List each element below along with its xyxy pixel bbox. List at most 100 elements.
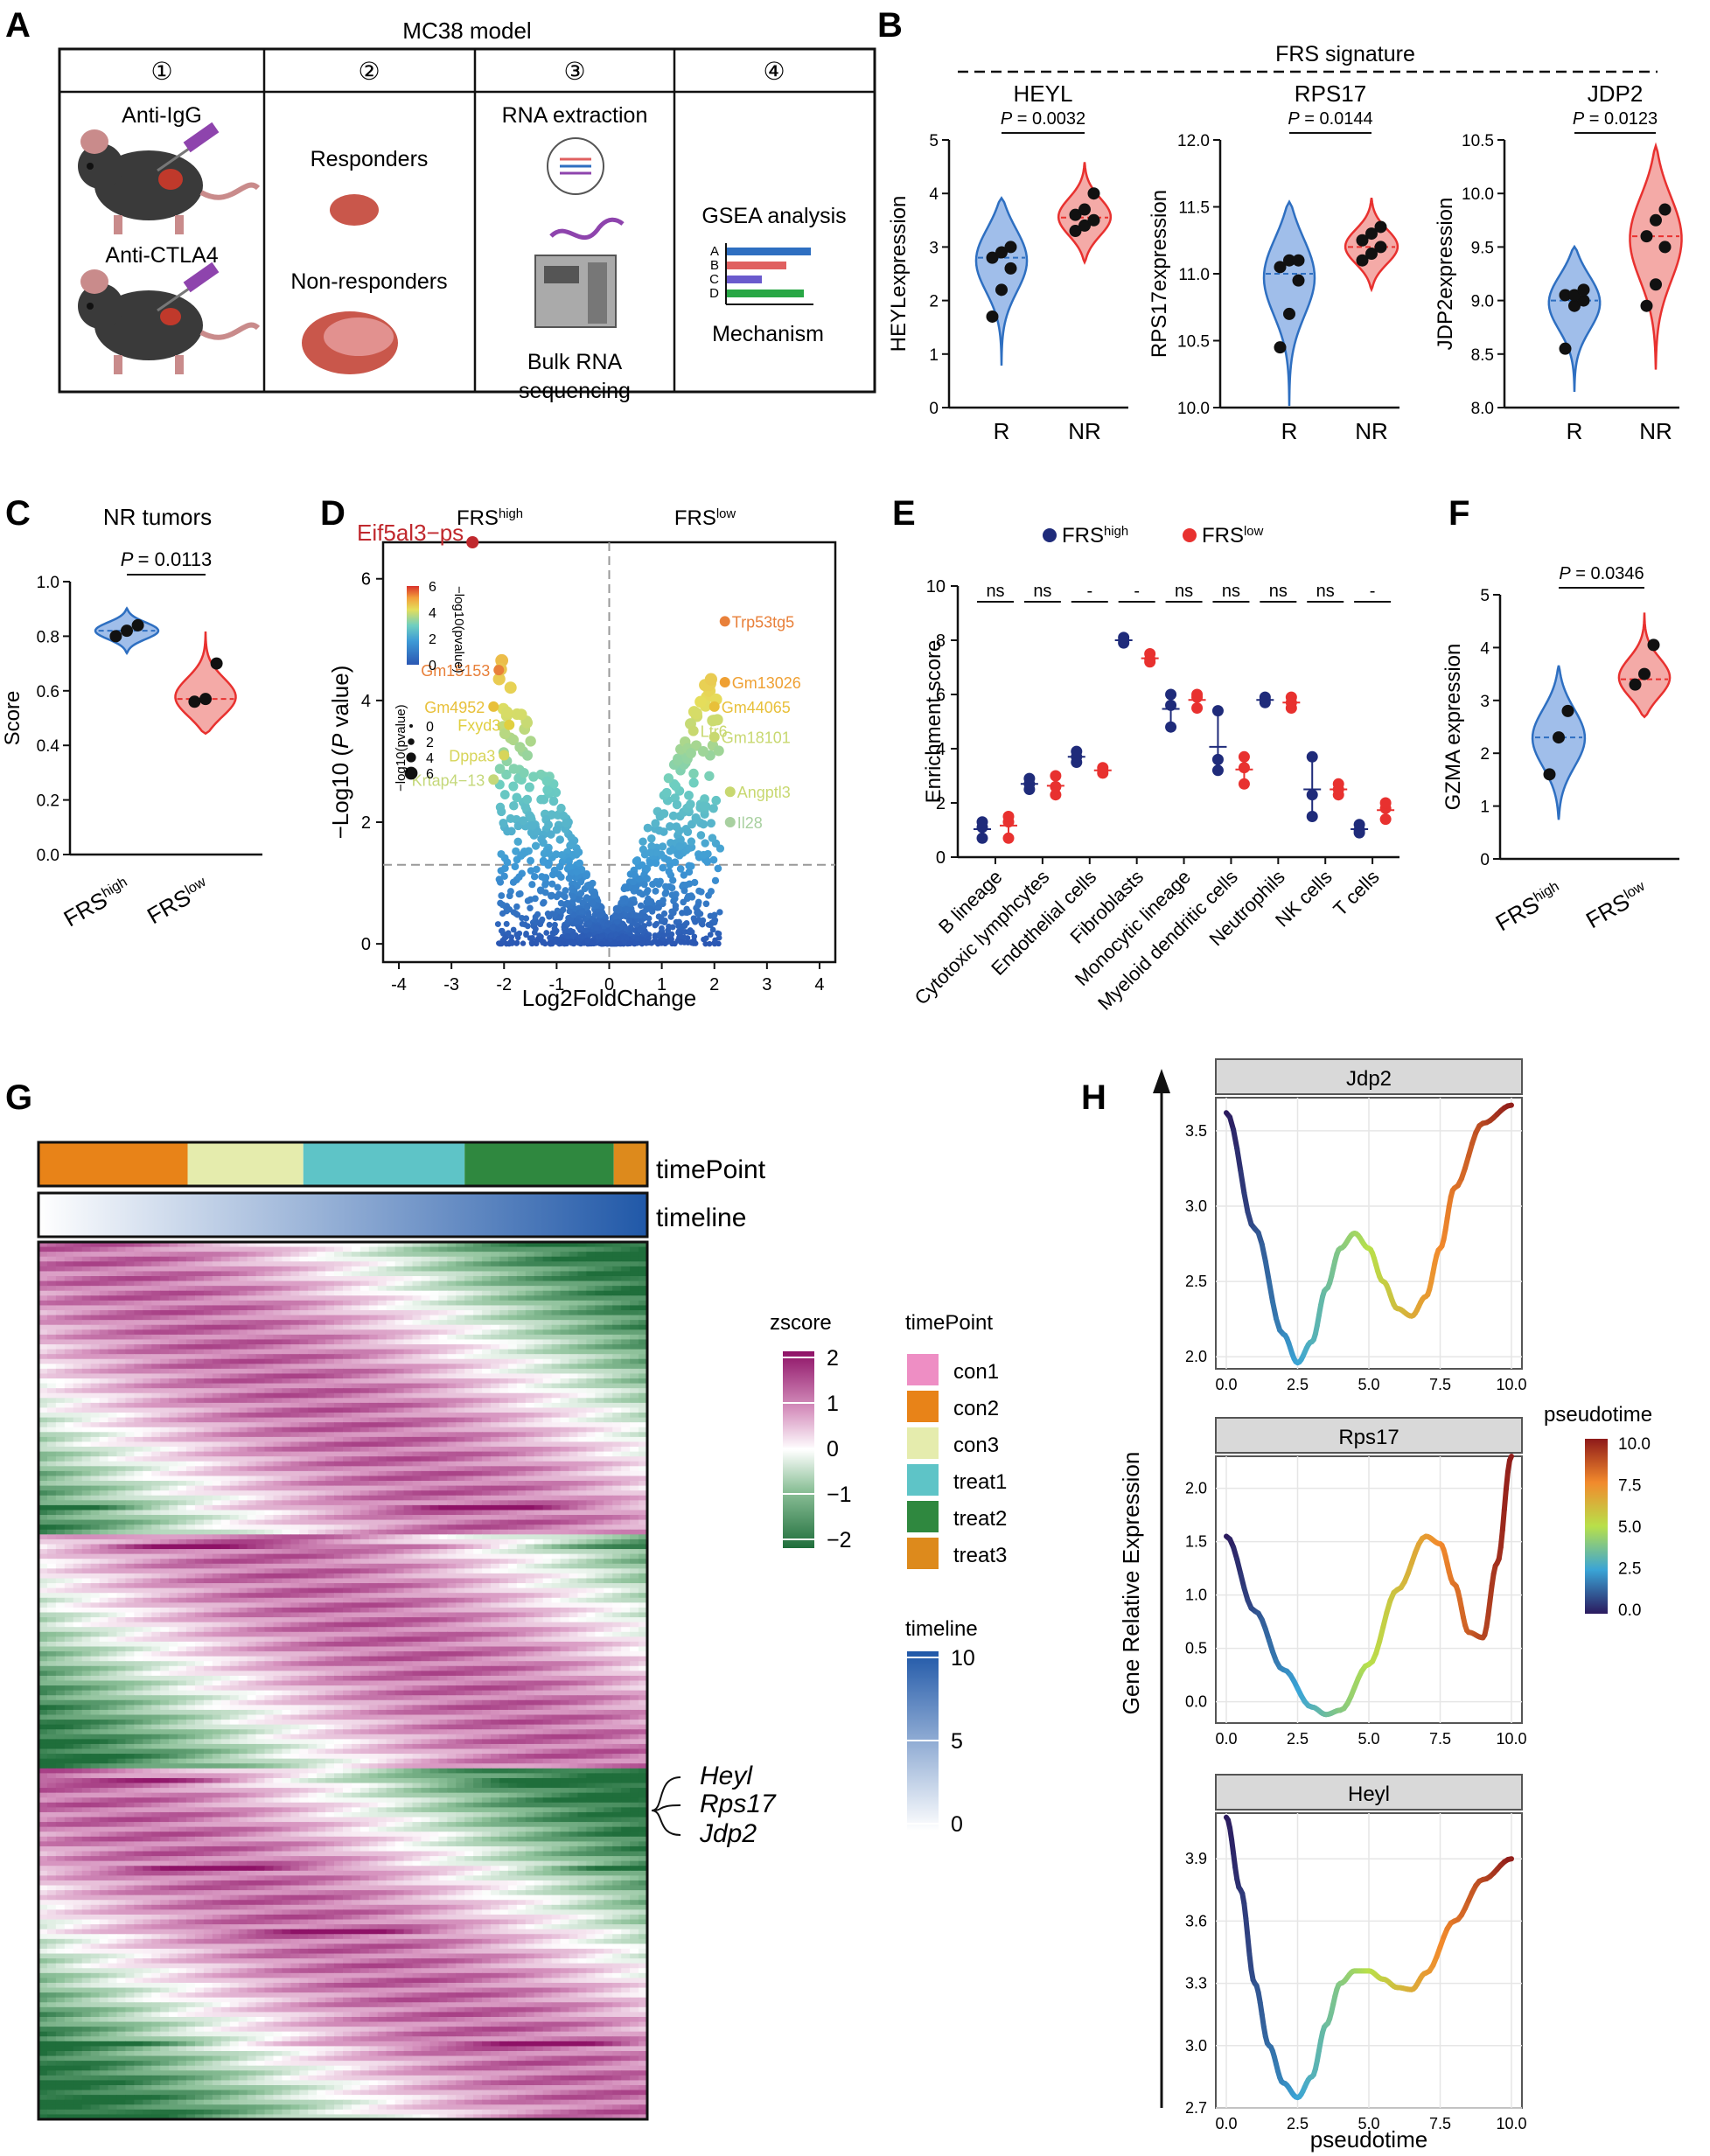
- heat-cell: [169, 1329, 178, 1336]
- heat-cell: [560, 1266, 570, 1273]
- heat-cell: [639, 1373, 647, 1379]
- gene-label: Gm18101: [722, 729, 791, 747]
- heat-cell: [560, 1334, 570, 1341]
- heat-cell: [334, 1286, 344, 1292]
- heat-cell: [220, 1447, 231, 1453]
- heat-cell: [569, 1451, 579, 1457]
- heat-cell: [46, 1368, 57, 1375]
- heat-cell: [143, 1398, 152, 1404]
- heat-cell: [542, 1373, 553, 1379]
- y-tick-label: 0: [1480, 851, 1490, 869]
- heat-cell: [482, 1349, 492, 1355]
- volcano-point: [548, 880, 556, 888]
- volcano-point: [686, 799, 695, 809]
- heat-cell: [516, 1456, 527, 1462]
- heat-cell: [569, 1261, 579, 1267]
- heat-cell: [377, 1329, 387, 1336]
- heat-cell: [64, 1256, 74, 1262]
- treatment-ctla4: Anti-CTLA4: [105, 243, 218, 268]
- timeline-bar-label: timeline: [656, 1204, 746, 1232]
- heat-cell: [429, 1261, 439, 1267]
- heat-cell: [421, 1402, 431, 1409]
- heat-cell: [499, 1310, 509, 1316]
- heat-cell: [290, 1427, 300, 1433]
- heat-cell: [220, 1261, 231, 1267]
- heat-cell: [394, 1407, 405, 1413]
- heat-cell: [351, 1290, 361, 1296]
- heat-cell: [499, 1252, 509, 1258]
- heat-cell: [255, 1280, 266, 1287]
- heat-cell: [203, 1378, 213, 1385]
- heat-cell: [403, 1354, 414, 1360]
- heat-cell: [116, 1383, 127, 1389]
- heat-cell: [317, 1392, 326, 1399]
- heat-cell: [220, 1310, 231, 1316]
- heat-cell: [412, 1261, 422, 1267]
- heat-cell: [377, 1349, 387, 1355]
- volcano-point: [561, 924, 568, 931]
- heat-cell: [334, 1383, 344, 1389]
- volcano-point: [557, 899, 565, 907]
- heat-cell: [325, 1378, 335, 1385]
- heat-cell: [73, 1290, 83, 1296]
- volcano-point: [551, 911, 559, 918]
- heat-cell: [334, 1456, 344, 1462]
- heat-cell: [482, 1407, 492, 1413]
- heat-cell: [525, 1252, 535, 1258]
- heat-cell: [639, 1364, 647, 1370]
- heat-cell: [359, 1417, 370, 1423]
- heat-cell: [143, 1447, 152, 1453]
- heat-cell: [229, 1252, 240, 1258]
- heat-cell: [386, 1383, 396, 1389]
- gene-label: Krtap4−13: [412, 771, 485, 789]
- violin-shape: [1617, 612, 1672, 719]
- heat-cell: [351, 1407, 361, 1413]
- heat-cell: [403, 1364, 414, 1370]
- heat-cell: [577, 1261, 587, 1267]
- heat-cell: [290, 1252, 300, 1258]
- heat-cell: [499, 1432, 509, 1438]
- heat-cell: [116, 1261, 127, 1267]
- volcano-point: [680, 881, 687, 890]
- heat-cell: [612, 1402, 622, 1409]
- heat-cell: [282, 1271, 291, 1277]
- heat-cell: [229, 1422, 240, 1428]
- heat-cell: [447, 1358, 457, 1364]
- heat-cell: [169, 1349, 178, 1355]
- heat-cell: [317, 1349, 326, 1355]
- heat-cell: [534, 1276, 544, 1282]
- data-point: [1374, 220, 1387, 234]
- heat-cell: [186, 1324, 196, 1330]
- volcano-point: [578, 908, 586, 915]
- heat-cell: [317, 1315, 326, 1321]
- heat-cell: [359, 1324, 370, 1330]
- heat-cell: [421, 1398, 431, 1404]
- heat-cell: [325, 1315, 335, 1321]
- heat-cell: [247, 1432, 257, 1438]
- heat-cell: [447, 1252, 457, 1258]
- data-point: [1629, 678, 1642, 691]
- heat-cell: [586, 1364, 596, 1370]
- heat-cell: [359, 1310, 370, 1316]
- heat-cell: [630, 1286, 639, 1292]
- heat-cell: [525, 1432, 535, 1438]
- heat-cell: [143, 1368, 152, 1375]
- heat-cell: [438, 1252, 448, 1258]
- heat-cell: [317, 1310, 326, 1316]
- heat-cell: [421, 1276, 431, 1282]
- heat-cell: [178, 1407, 187, 1413]
- heat-cell: [160, 1436, 170, 1443]
- heat-cell: [64, 1354, 74, 1360]
- heat-cell: [586, 1266, 596, 1273]
- heat-cell: [507, 1261, 518, 1267]
- heat-cell: [186, 1334, 196, 1341]
- heat-cell: [343, 1242, 352, 1248]
- heat-cell: [299, 1266, 309, 1273]
- heat-cell: [482, 1402, 492, 1409]
- heat-cell: [203, 1441, 213, 1448]
- heat-cell: [639, 1339, 647, 1345]
- heat-cell: [55, 1364, 66, 1370]
- heat-cell: [586, 1344, 596, 1350]
- heat-cell: [290, 1364, 300, 1370]
- heat-cell: [38, 1290, 48, 1296]
